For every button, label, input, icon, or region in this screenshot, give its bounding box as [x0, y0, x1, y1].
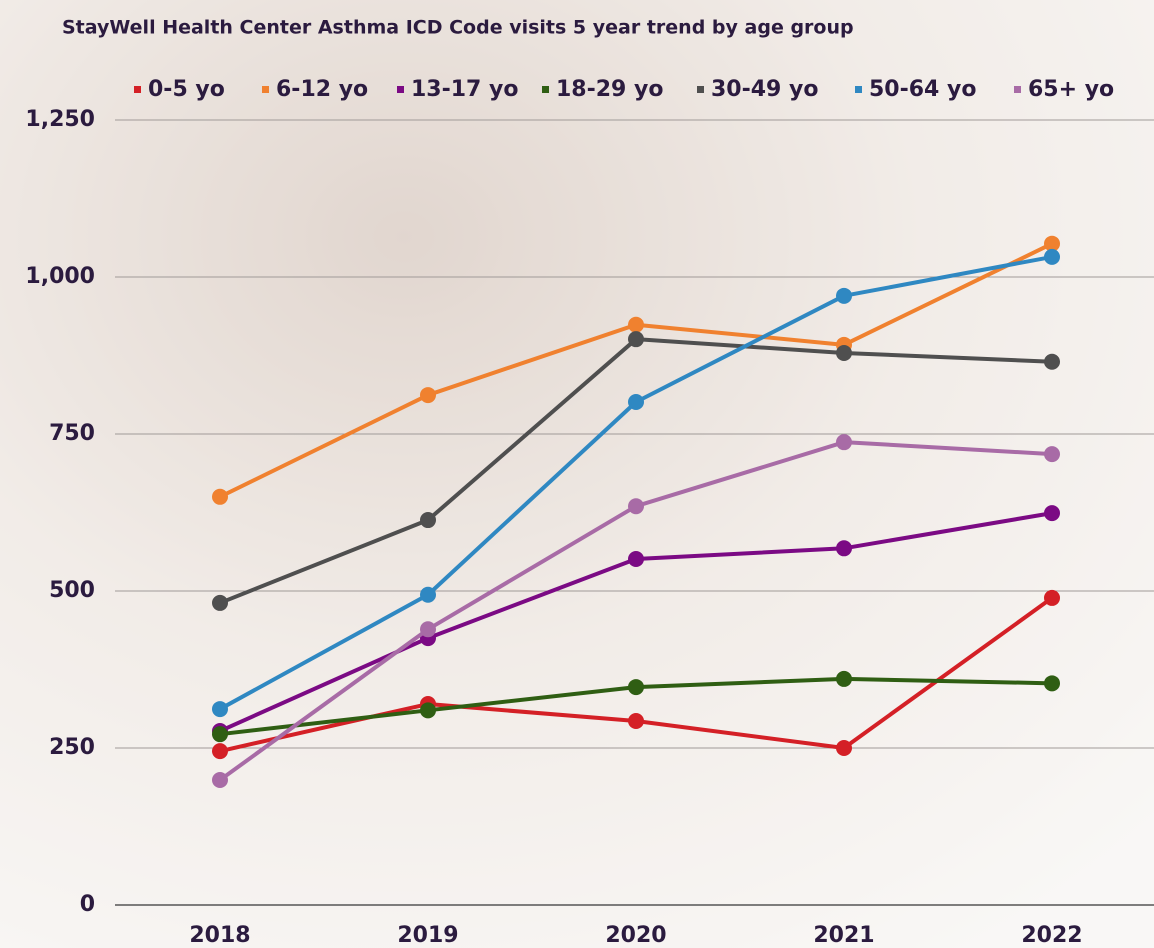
data-point	[1044, 235, 1060, 252]
legend-label: 30-49 yo	[711, 77, 818, 102]
data-point	[212, 594, 228, 611]
data-point	[836, 670, 852, 687]
y-tick-label: 1,000	[25, 264, 95, 289]
data-point	[420, 621, 436, 638]
data-point	[628, 498, 644, 515]
y-tick-label: 250	[49, 735, 95, 760]
x-tick-label: 2021	[813, 923, 874, 948]
data-point	[420, 702, 436, 719]
legend-swatch	[134, 86, 141, 93]
x-tick-label: 2019	[397, 923, 458, 948]
data-point	[420, 586, 436, 603]
data-point	[1044, 446, 1060, 463]
data-point	[628, 712, 644, 729]
data-point	[1044, 675, 1060, 692]
legend-swatch	[262, 86, 269, 93]
data-point	[628, 316, 644, 333]
chart-title: StayWell Health Center Asthma ICD Code v…	[62, 17, 854, 39]
data-point	[1044, 505, 1060, 522]
data-point	[1044, 248, 1060, 265]
data-point	[212, 726, 228, 743]
y-tick-label: 0	[80, 892, 95, 917]
data-point	[212, 772, 228, 789]
x-tick-label: 2020	[605, 923, 666, 948]
data-point	[628, 331, 644, 348]
legend-label: 6-12 yo	[276, 77, 368, 102]
y-tick-label: 750	[49, 421, 95, 446]
y-tick-label: 500	[49, 578, 95, 603]
data-point	[836, 287, 852, 304]
legend-label: 50-64 yo	[869, 77, 976, 102]
y-tick-label: 1,250	[25, 107, 95, 132]
data-point	[836, 740, 852, 756]
legend-label: 0-5 yo	[148, 77, 225, 102]
data-point	[212, 701, 228, 718]
data-point	[628, 393, 644, 410]
data-point	[420, 387, 436, 404]
data-point	[212, 488, 228, 505]
x-tick-label: 2018	[189, 923, 250, 948]
data-point	[1044, 589, 1060, 606]
legend-swatch	[397, 86, 404, 93]
data-point	[420, 512, 436, 529]
data-point	[212, 743, 228, 760]
data-point	[836, 540, 852, 557]
legend-label: 13-17 yo	[411, 77, 518, 102]
data-point	[1044, 353, 1060, 370]
legend-swatch	[1014, 86, 1021, 93]
legend-label: 65+ yo	[1028, 77, 1114, 102]
data-point	[836, 434, 852, 451]
legend-swatch	[542, 86, 549, 93]
x-tick-label: 2022	[1021, 923, 1082, 948]
legend-swatch	[697, 86, 704, 93]
data-point	[628, 679, 644, 696]
data-point	[836, 344, 852, 361]
legend-swatch	[855, 86, 862, 93]
legend-label: 18-29 yo	[556, 77, 663, 102]
data-point	[628, 550, 644, 567]
